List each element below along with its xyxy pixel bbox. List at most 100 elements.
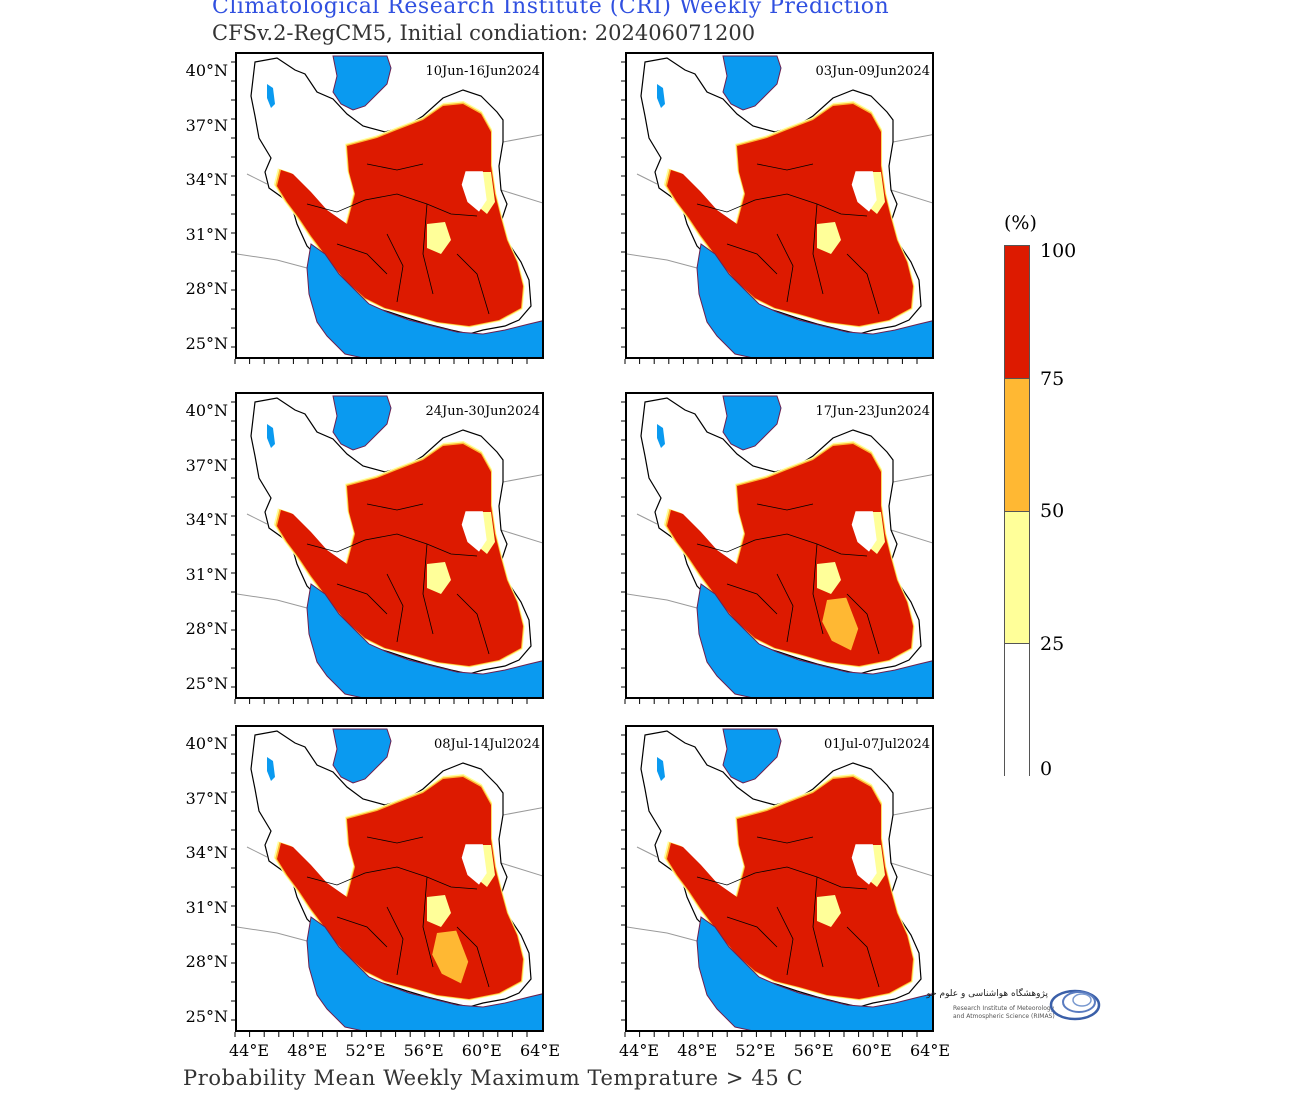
caspian-sea: [722, 395, 782, 451]
probability-25-50-hole: [817, 222, 841, 254]
main-title: Climatological Research Institute (CRI) …: [212, 0, 890, 19]
footer-caption: Probability Mean Weekly Maximum Tempratu…: [183, 1066, 804, 1090]
probability-25-50-hole: [427, 562, 451, 594]
colorbar: [1004, 245, 1030, 777]
latitude-label: 25°N: [185, 673, 228, 693]
latitude-label: 34°N: [185, 843, 228, 862]
province-borders: [306, 163, 490, 315]
probability-0-25-patch: [851, 844, 877, 885]
probability-0-25-patch: [461, 511, 487, 552]
caspian-sea: [332, 55, 392, 111]
longitude-label: 56°E: [793, 1041, 834, 1060]
persian-gulf: [696, 916, 932, 1030]
map-canvas: [627, 395, 932, 697]
probability-0-25-patch: [851, 511, 877, 552]
lake-urmia: [657, 757, 665, 781]
longitude-label: 52°E: [735, 1041, 776, 1060]
longitude-label: 44°E: [229, 1041, 270, 1060]
week-label: 24Jun-30Jun2024: [423, 404, 542, 419]
probability-75-100-area: [277, 104, 523, 326]
probability-75-100-area: [667, 104, 913, 326]
neighbor-borders: [237, 474, 542, 609]
colorbar-label-50: 50: [1040, 500, 1065, 522]
latitude-label: 34°N: [185, 510, 228, 529]
caspian-sea: [332, 395, 392, 451]
probability-50-75-patch: [432, 930, 469, 984]
week-label: 03Jun-09Jun2024: [813, 64, 932, 79]
province-borders: [696, 163, 880, 315]
colorbar-label-75: 75: [1040, 368, 1065, 390]
neighbor-borders: [627, 134, 932, 269]
province-borders: [306, 836, 490, 988]
map-panel-1: 10Jun-16Jun2024: [235, 52, 544, 359]
latitude-label: 28°N: [185, 952, 228, 971]
probability-75-100-area: [277, 777, 523, 999]
longitude-label: 60°E: [461, 1041, 502, 1060]
map-panel-5: 08Jul-14Jul2024: [235, 725, 544, 1032]
week-label: 01Jul-07Jul2024: [821, 737, 932, 752]
probability-50-75-patch: [822, 597, 859, 651]
probability-25-50-hole: [427, 222, 451, 254]
persian-gulf: [306, 243, 542, 357]
latitude-label: 25°N: [185, 1006, 228, 1026]
probability-75-100-area: [277, 444, 523, 666]
longitude-label: 44°E: [619, 1041, 660, 1060]
latitude-label: 40°N: [185, 401, 228, 420]
province-borders: [696, 836, 880, 988]
lake-urmia: [657, 424, 665, 448]
tick-marks: [231, 401, 528, 704]
map-panel-3: 24Jun-30Jun2024: [235, 392, 544, 699]
longitude-label: 52°E: [345, 1041, 386, 1060]
longitude-label: 56°E: [403, 1041, 444, 1060]
tick-marks: [231, 734, 528, 1037]
map-panel-4: 17Jun-23Jun2024: [625, 392, 934, 699]
latitude-label: 28°N: [185, 279, 228, 298]
probability-75-100-area: [667, 777, 913, 999]
week-label: 10Jun-16Jun2024: [423, 64, 542, 79]
lake-urmia: [267, 757, 275, 781]
neighbor-borders: [237, 807, 542, 942]
latitude-label: 31°N: [185, 224, 228, 244]
colorbar-segment-75-100: [1005, 246, 1029, 379]
province-borders: [306, 503, 490, 655]
tick-marks: [621, 61, 918, 364]
map-canvas: [627, 55, 932, 357]
colorbar-label-25: 25: [1040, 633, 1065, 655]
neighbor-borders: [237, 134, 542, 269]
longitude-label: 60°E: [851, 1041, 892, 1060]
latitude-label: 37°N: [185, 115, 228, 135]
lake-urmia: [267, 424, 275, 448]
latitude-label: 40°N: [185, 61, 228, 80]
map-canvas: [627, 728, 932, 1030]
colorbar-label-0: 0: [1040, 758, 1053, 780]
logo-swirl-icon: [1049, 989, 1101, 1021]
persian-gulf: [696, 243, 932, 357]
latitude-label: 25°N: [185, 333, 228, 353]
caspian-sea: [332, 728, 392, 784]
map-panel-6: 01Jul-07Jul2024: [625, 725, 934, 1032]
latitude-label: 28°N: [185, 619, 228, 638]
persian-gulf: [696, 583, 932, 697]
colorbar-segment-0-25: [1005, 644, 1029, 777]
colorbar-segment-25-50: [1005, 512, 1029, 644]
colorbar-label-100: 100: [1040, 240, 1077, 262]
probability-0-25-patch: [851, 171, 877, 212]
logo-text-en-2: and Atmospheric Science (RIMAS): [953, 1013, 1055, 1020]
caspian-sea: [722, 728, 782, 784]
map-canvas: [237, 728, 542, 1030]
latitude-label: 34°N: [185, 170, 228, 189]
latitude-label: 31°N: [185, 564, 228, 584]
longitude-label: 48°E: [677, 1041, 718, 1060]
probability-25-50-hole: [427, 895, 451, 927]
institute-logo: پژوهشگاه هواشناسی و علوم جو Research Ins…: [926, 985, 1103, 1025]
week-label: 17Jun-23Jun2024: [813, 404, 932, 419]
week-label: 08Jul-14Jul2024: [431, 737, 542, 752]
lake-urmia: [267, 84, 275, 108]
persian-gulf: [306, 916, 542, 1030]
latitude-label: 31°N: [185, 897, 228, 917]
logo-text-fa: پژوهشگاه هواشناسی و علوم جو: [926, 989, 1048, 999]
caspian-sea: [722, 55, 782, 111]
lake-urmia: [657, 84, 665, 108]
probability-0-25-patch: [461, 171, 487, 212]
subtitle: CFSv.2-RegCM5, Initial condiation: 20240…: [212, 21, 756, 45]
